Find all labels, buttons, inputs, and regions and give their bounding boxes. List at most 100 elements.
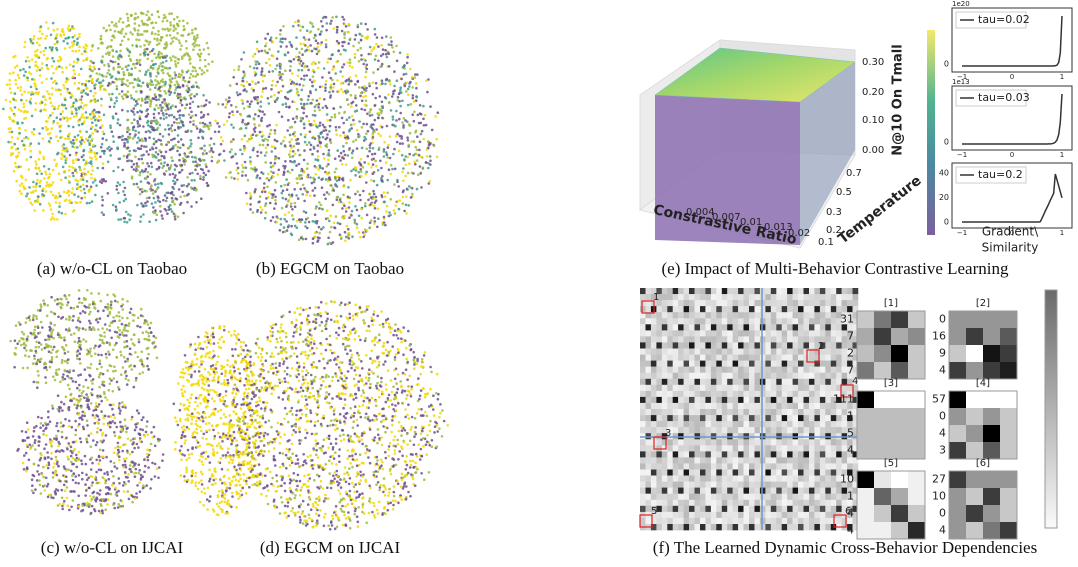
point xyxy=(118,329,121,332)
point xyxy=(136,15,140,19)
point xyxy=(48,172,52,176)
point xyxy=(332,66,336,69)
point xyxy=(251,80,254,83)
point xyxy=(139,33,142,36)
point xyxy=(16,449,19,452)
point xyxy=(150,125,153,128)
point xyxy=(233,359,237,363)
point xyxy=(53,196,57,199)
point xyxy=(359,22,363,25)
point xyxy=(134,471,138,475)
point xyxy=(347,83,351,86)
point xyxy=(63,86,66,90)
point xyxy=(66,370,69,373)
point xyxy=(131,128,135,131)
point xyxy=(373,207,377,210)
point xyxy=(254,113,257,116)
point xyxy=(37,37,40,41)
point xyxy=(303,126,306,130)
point xyxy=(373,220,377,223)
point xyxy=(130,96,133,100)
point xyxy=(193,35,196,38)
point xyxy=(406,87,410,91)
point xyxy=(255,67,259,70)
point xyxy=(260,171,263,174)
point xyxy=(100,97,103,101)
point xyxy=(341,40,344,44)
point xyxy=(227,171,231,175)
point xyxy=(112,451,116,455)
point xyxy=(181,123,185,127)
point xyxy=(24,344,28,347)
point xyxy=(81,504,84,507)
point xyxy=(354,192,357,196)
point xyxy=(157,466,161,469)
point xyxy=(265,61,268,65)
point xyxy=(170,147,173,151)
point xyxy=(161,166,164,169)
point xyxy=(125,221,129,224)
point xyxy=(112,413,115,417)
point xyxy=(300,68,304,72)
point xyxy=(354,94,357,97)
point xyxy=(68,63,72,66)
point xyxy=(356,80,360,83)
point xyxy=(122,490,126,493)
point xyxy=(41,326,44,329)
point xyxy=(54,455,58,459)
point xyxy=(38,458,42,462)
point xyxy=(115,491,118,494)
point xyxy=(194,348,197,352)
point xyxy=(389,163,393,167)
point xyxy=(56,196,59,200)
point xyxy=(138,192,142,196)
point xyxy=(69,140,73,144)
point xyxy=(150,80,154,83)
point xyxy=(194,37,198,40)
point xyxy=(185,470,188,474)
point xyxy=(82,338,85,341)
point xyxy=(16,121,19,124)
point xyxy=(35,362,38,366)
point xyxy=(302,111,306,115)
point xyxy=(377,148,381,151)
point xyxy=(73,76,77,80)
point xyxy=(145,13,148,17)
point xyxy=(38,132,41,135)
point xyxy=(371,172,375,175)
point xyxy=(69,306,73,310)
point xyxy=(337,90,340,93)
point xyxy=(46,482,50,486)
point xyxy=(178,114,182,117)
point xyxy=(111,203,115,207)
point xyxy=(339,151,343,155)
point xyxy=(108,149,112,152)
point xyxy=(121,77,125,81)
point xyxy=(404,72,408,76)
point xyxy=(121,97,125,101)
point xyxy=(117,62,120,66)
point xyxy=(199,177,202,180)
point xyxy=(13,106,17,109)
point xyxy=(351,235,354,238)
point xyxy=(195,92,199,96)
point xyxy=(148,196,151,199)
point xyxy=(324,45,328,49)
point xyxy=(318,207,321,210)
point xyxy=(404,163,408,167)
point xyxy=(85,201,89,205)
point xyxy=(293,201,297,205)
point xyxy=(267,179,271,182)
point xyxy=(288,171,292,175)
point xyxy=(37,435,41,439)
point xyxy=(146,323,150,326)
point xyxy=(281,103,285,106)
point xyxy=(76,357,79,360)
point xyxy=(130,73,133,77)
point xyxy=(374,96,378,100)
point xyxy=(368,114,372,117)
point xyxy=(120,90,124,93)
point xyxy=(299,59,303,63)
point xyxy=(158,149,161,152)
point xyxy=(47,175,51,179)
